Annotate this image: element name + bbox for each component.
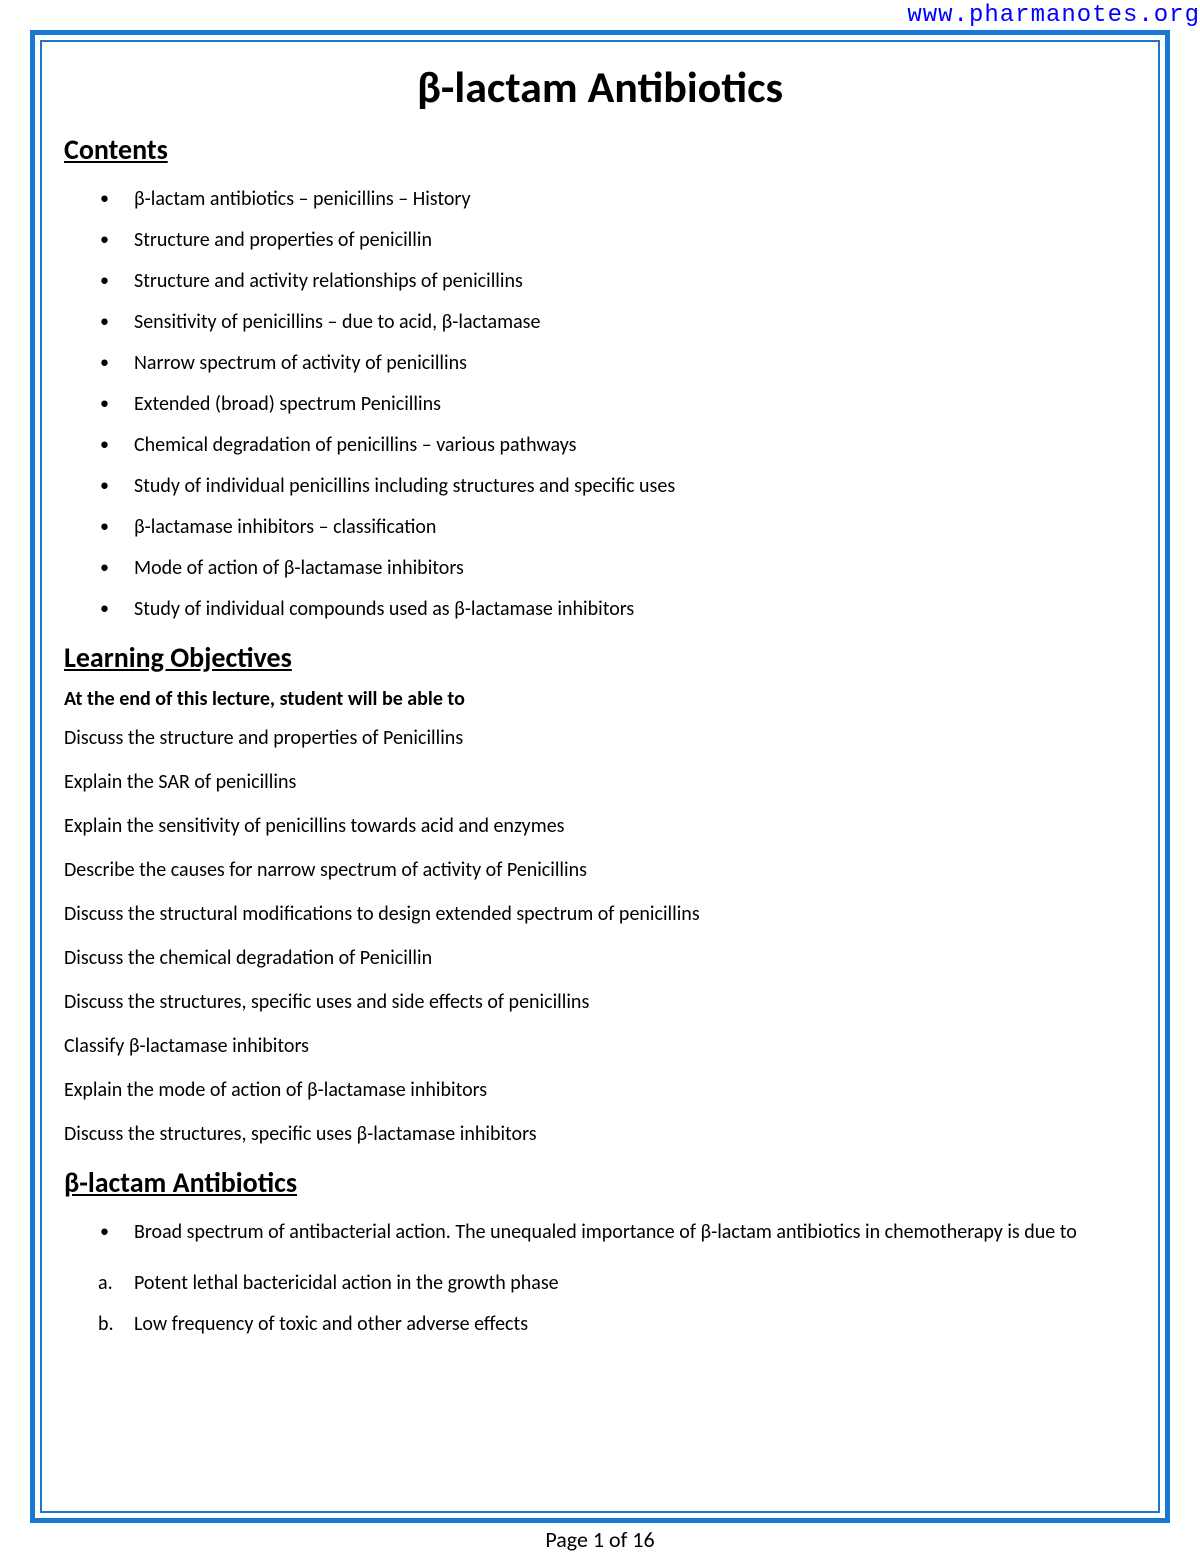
list-letter: a.	[98, 1270, 113, 1297]
document-title: β-lactam Antibiotics	[64, 60, 1136, 114]
beta-lactam-letter-item: b. Low frequency of toxic and other adve…	[118, 1304, 1136, 1345]
contents-heading: Contents	[64, 132, 1136, 167]
learning-objective-item: Discuss the structural modifications to …	[64, 901, 1136, 928]
page-number: Page 1 of 16	[545, 1526, 654, 1553]
learning-objective-item: Describe the causes for narrow spectrum …	[64, 857, 1136, 884]
learning-objectives-heading: Learning Objectives	[64, 640, 1136, 675]
learning-objective-item: Discuss the structure and properties of …	[64, 725, 1136, 752]
contents-item: β-lactamase inhibitors – classification	[118, 507, 1136, 548]
learning-objective-item: Discuss the chemical degradation of Peni…	[64, 945, 1136, 972]
page-border-outer: β-lactam Antibiotics Contents β-lactam a…	[30, 30, 1170, 1523]
beta-lactam-lettered-list: a. Potent lethal bactericidal action in …	[64, 1263, 1136, 1345]
contents-item: Extended (broad) spectrum Penicillins	[118, 384, 1136, 425]
learning-objective-item: Explain the sensitivity of penicillins t…	[64, 813, 1136, 840]
list-text: Low frequency of toxic and other adverse…	[134, 1312, 528, 1336]
contents-item: Structure and activity relationships of …	[118, 261, 1136, 302]
learning-objectives-list: Discuss the structure and properties of …	[64, 725, 1136, 1148]
beta-lactam-list: Broad spectrum of antibacterial action. …	[64, 1212, 1136, 1253]
page-border-inner: β-lactam Antibiotics Contents β-lactam a…	[40, 40, 1160, 1513]
learning-objective-item: Discuss the structures, specific uses β-…	[64, 1121, 1136, 1148]
contents-item: Study of individual compounds used as β-…	[118, 589, 1136, 630]
contents-item: β-lactam antibiotics – penicillins – His…	[118, 179, 1136, 220]
beta-lactam-bullet: Broad spectrum of antibacterial action. …	[118, 1212, 1136, 1253]
learning-objective-item: Explain the mode of action of β-lactamas…	[64, 1077, 1136, 1104]
contents-item: Study of individual penicillins includin…	[118, 466, 1136, 507]
learning-objective-item: Classify β-lactamase inhibitors	[64, 1033, 1136, 1060]
contents-list: β-lactam antibiotics – penicillins – His…	[64, 179, 1136, 630]
learning-objective-item: Discuss the structures, specific uses an…	[64, 989, 1136, 1016]
contents-item: Sensitivity of penicillins – due to acid…	[118, 302, 1136, 343]
contents-item: Narrow spectrum of activity of penicilli…	[118, 343, 1136, 384]
contents-item: Chemical degradation of penicillins – va…	[118, 425, 1136, 466]
list-letter: b.	[98, 1311, 114, 1338]
header-url[interactable]: www.pharmanotes.org	[907, 2, 1200, 29]
beta-lactam-letter-item: a. Potent lethal bactericidal action in …	[118, 1263, 1136, 1304]
learning-objective-item: Explain the SAR of penicillins	[64, 769, 1136, 796]
contents-item: Mode of action of β-lactamase inhibitors	[118, 548, 1136, 589]
contents-item: Structure and properties of penicillin	[118, 220, 1136, 261]
list-text: Potent lethal bactericidal action in the…	[134, 1271, 559, 1295]
beta-lactam-heading: β-lactam Antibiotics	[64, 1165, 1136, 1200]
learning-objectives-intro: At the end of this lecture, student will…	[64, 687, 1136, 711]
